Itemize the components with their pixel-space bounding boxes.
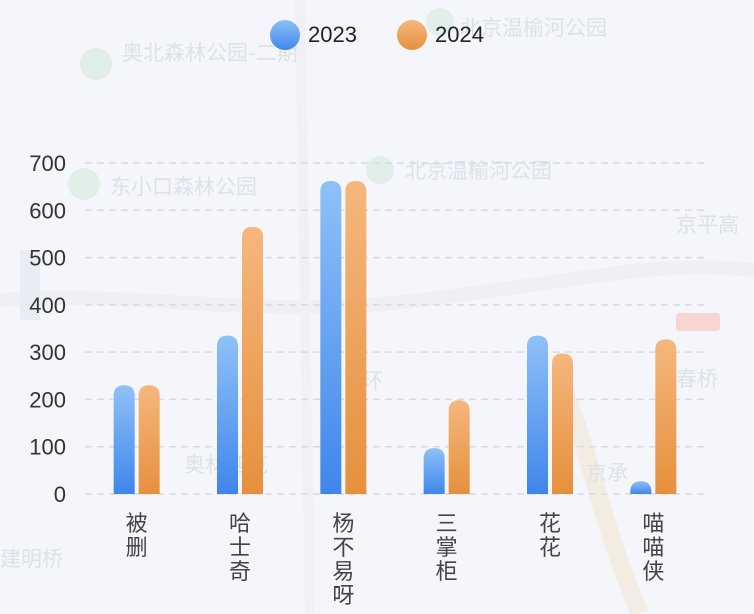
y-tick-label: 500 <box>29 246 66 271</box>
y-tick-label: 200 <box>29 387 66 412</box>
map-label: 东小口森林公园 <box>110 175 257 199</box>
y-tick-label: 700 <box>29 151 66 176</box>
legend-label: 2024 <box>435 22 484 47</box>
bar-2023-5[interactable] <box>630 481 652 494</box>
bar-2024-0[interactable] <box>138 385 160 494</box>
x-tick-label: 被删 <box>126 512 148 561</box>
y-tick-label: 600 <box>29 198 66 223</box>
bar-2024-2[interactable] <box>345 180 367 494</box>
legend-label: 2023 <box>308 22 357 47</box>
bar-2023-3[interactable] <box>423 448 445 494</box>
park-pin-icon <box>68 168 100 200</box>
bar-2023-2[interactable] <box>320 180 342 494</box>
x-tick-label: 喵喵侠 <box>642 512 664 585</box>
legend-item-2024[interactable]: 2024 <box>397 20 484 50</box>
map-label: 京平高 <box>676 213 739 237</box>
y-tick-label: 100 <box>29 435 66 460</box>
bar-2023-0[interactable] <box>113 385 135 494</box>
map-label: 京承 <box>586 461 628 485</box>
map-label: 环 <box>362 369 383 393</box>
bar-2023-1[interactable] <box>217 335 238 494</box>
map-label: 建明桥 <box>0 547 63 571</box>
park-pin-icon <box>426 8 454 36</box>
y-tick-label: 0 <box>54 482 66 507</box>
bar-2024-1[interactable] <box>242 226 263 495</box>
park-pin-icon <box>80 48 112 80</box>
x-tick-label: 杨不易呀 <box>332 512 354 609</box>
map-label: 北京温榆河公园 <box>405 159 552 183</box>
bar-2024-4[interactable] <box>552 353 573 494</box>
x-tick-label: 三掌柜 <box>436 512 458 585</box>
legend-swatch <box>397 20 427 50</box>
map-label: 春桥 <box>676 367 718 391</box>
bar-2024-3[interactable] <box>448 400 470 494</box>
map-label: 奥北森林公园-二期 <box>122 41 298 65</box>
map-label: 北京温榆河公园 <box>460 16 607 40</box>
legend-swatch <box>270 20 301 50</box>
x-tick-label: 哈士奇 <box>229 512 251 585</box>
y-tick-label: 300 <box>29 340 66 365</box>
y-tick-label: 400 <box>29 293 66 318</box>
bar-2023-4[interactable] <box>527 335 548 494</box>
bar-2024-5[interactable] <box>655 339 677 494</box>
x-tick-label: 花花 <box>539 512 561 561</box>
chart-legend: 2023 2024 <box>0 20 754 50</box>
legend-item-2023[interactable]: 2023 <box>270 20 357 50</box>
